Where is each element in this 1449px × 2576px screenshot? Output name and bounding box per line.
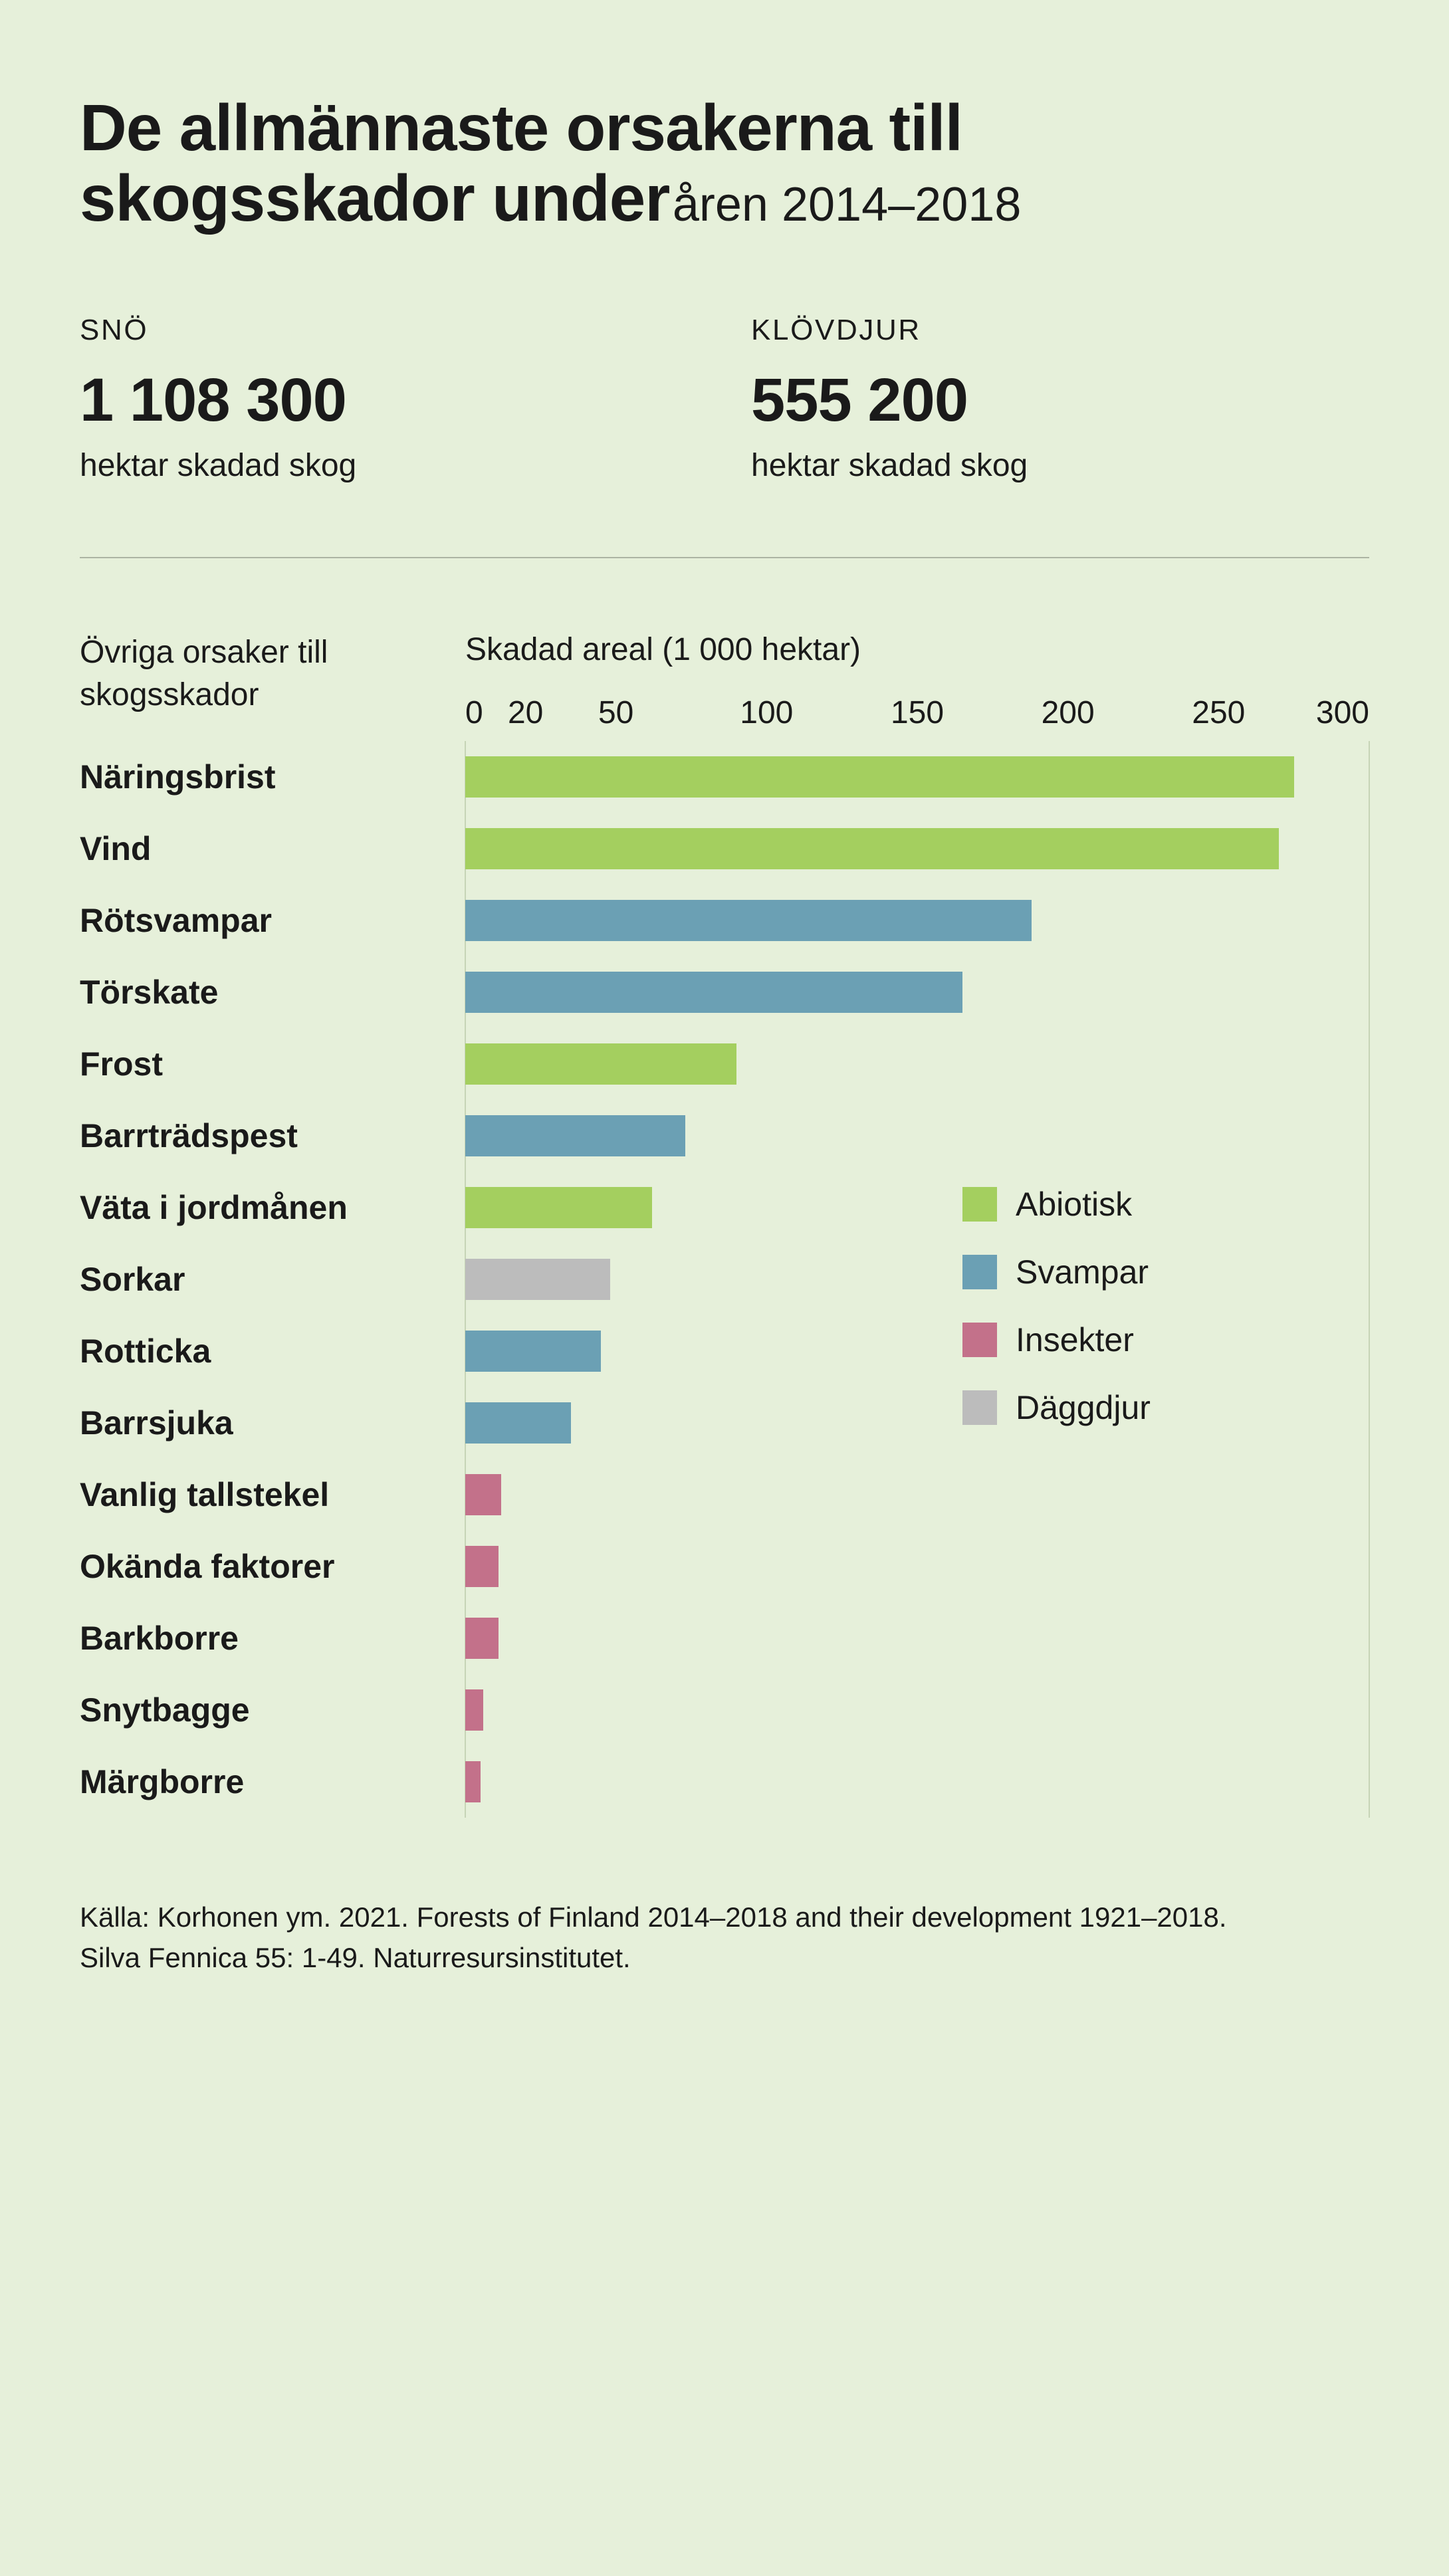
stat-label: SNÖ: [80, 314, 698, 347]
bar-label: Snytbagge: [80, 1674, 439, 1746]
section-divider: [80, 557, 1369, 558]
bar: [465, 1474, 501, 1515]
bar-label: Rötsvampar: [80, 885, 439, 956]
bar-cell: [465, 956, 1369, 1028]
bar-cell: [465, 1028, 1369, 1100]
stat-label: KLÖVDJUR: [751, 314, 1369, 347]
bar: [465, 828, 1279, 869]
bar: [465, 1689, 483, 1731]
bar-cell: [465, 1746, 1369, 1818]
x-axis-tick-label: 250: [1192, 695, 1245, 731]
y-axis-header: Övriga orsaker till skogsskador: [80, 631, 439, 741]
stat-sno: SNÖ 1 108 300 hektar skadad skog: [80, 314, 698, 484]
x-axis-tick-label: 100: [740, 695, 793, 731]
bar-label: Barrträdspest: [80, 1100, 439, 1172]
stat-value: 555 200: [751, 366, 1369, 435]
x-axis-tick-label: 200: [1042, 695, 1095, 731]
chart-plot-area: AbiotiskSvamparInsekterDäggdjur Näringsb…: [80, 741, 1369, 1818]
x-axis-tick-label: 20: [508, 695, 543, 731]
bar: [465, 1115, 685, 1156]
bar-cell: [465, 1674, 1369, 1746]
stat-value: 1 108 300: [80, 366, 698, 435]
x-axis-tick-label: 0: [465, 695, 483, 731]
stat-klovdjur: KLÖVDJUR 555 200 hektar skadad skog: [751, 314, 1369, 484]
stat-caption: hektar skadad skog: [751, 447, 1369, 484]
x-axis-ticks: 0 20 50 100 150 200 250 300: [465, 695, 1369, 741]
bar-label: Barkborre: [80, 1602, 439, 1674]
bar: [465, 972, 962, 1013]
bar-label: Vanlig tallstekel: [80, 1459, 439, 1531]
chart-header-row: Övriga orsaker till skogsskador Skadad a…: [80, 631, 1369, 741]
bar-cell: [465, 741, 1369, 813]
x-axis-header: Skadad areal (1 000 hektar): [465, 631, 1369, 668]
bar: [465, 1761, 481, 1802]
bar: [465, 1043, 736, 1085]
bar-label: Barrsjuka: [80, 1387, 439, 1459]
title-sub: åren 2014–2018: [673, 178, 1022, 231]
source-citation: Källa: Korhonen ym. 2021. Forests of Fin…: [80, 1897, 1369, 1979]
title-block: De allmännaste orsakerna till skogsskado…: [80, 93, 1369, 234]
bar-label: Märgborre: [80, 1746, 439, 1818]
bar-cell: [465, 1531, 1369, 1602]
bar-label: Näringsbrist: [80, 741, 439, 813]
bar: [465, 900, 1032, 941]
bar: [465, 1546, 499, 1587]
bar: [465, 1331, 601, 1372]
bar-cell: [465, 1602, 1369, 1674]
bar-label: Frost: [80, 1028, 439, 1100]
bar: [465, 1402, 571, 1444]
bar-cell: [465, 1172, 1369, 1243]
x-axis-tick-label: 150: [891, 695, 944, 731]
x-axis-tick-label: 300: [1316, 695, 1369, 731]
bar-cell: [465, 1315, 1369, 1387]
bar: [465, 1259, 610, 1300]
bar: [465, 1618, 499, 1659]
bar-cell: [465, 1459, 1369, 1531]
bar-label: Törskate: [80, 956, 439, 1028]
bar-label: Okända faktorer: [80, 1531, 439, 1602]
bar-label: Vind: [80, 813, 439, 885]
x-axis-tick-label: 50: [598, 695, 633, 731]
bar: [465, 1187, 652, 1228]
stat-caption: hektar skadad skog: [80, 447, 698, 484]
bar-label: Rotticka: [80, 1315, 439, 1387]
bar-label: Väta i jordmånen: [80, 1172, 439, 1243]
bar-label: Sorkar: [80, 1243, 439, 1315]
bar-cell: [465, 1243, 1369, 1315]
source-line-1: Källa: Korhonen ym. 2021. Forests of Fin…: [80, 1897, 1369, 1938]
bar-cell: [465, 813, 1369, 885]
source-line-2: Silva Fennica 55: 1-49. Naturresursinsti…: [80, 1938, 1369, 1979]
bar: [465, 756, 1294, 798]
stats-row: SNÖ 1 108 300 hektar skadad skog KLÖVDJU…: [80, 314, 1369, 484]
bar-cell: [465, 1387, 1369, 1459]
bar-cell: [465, 1100, 1369, 1172]
bar-cell: [465, 885, 1369, 956]
